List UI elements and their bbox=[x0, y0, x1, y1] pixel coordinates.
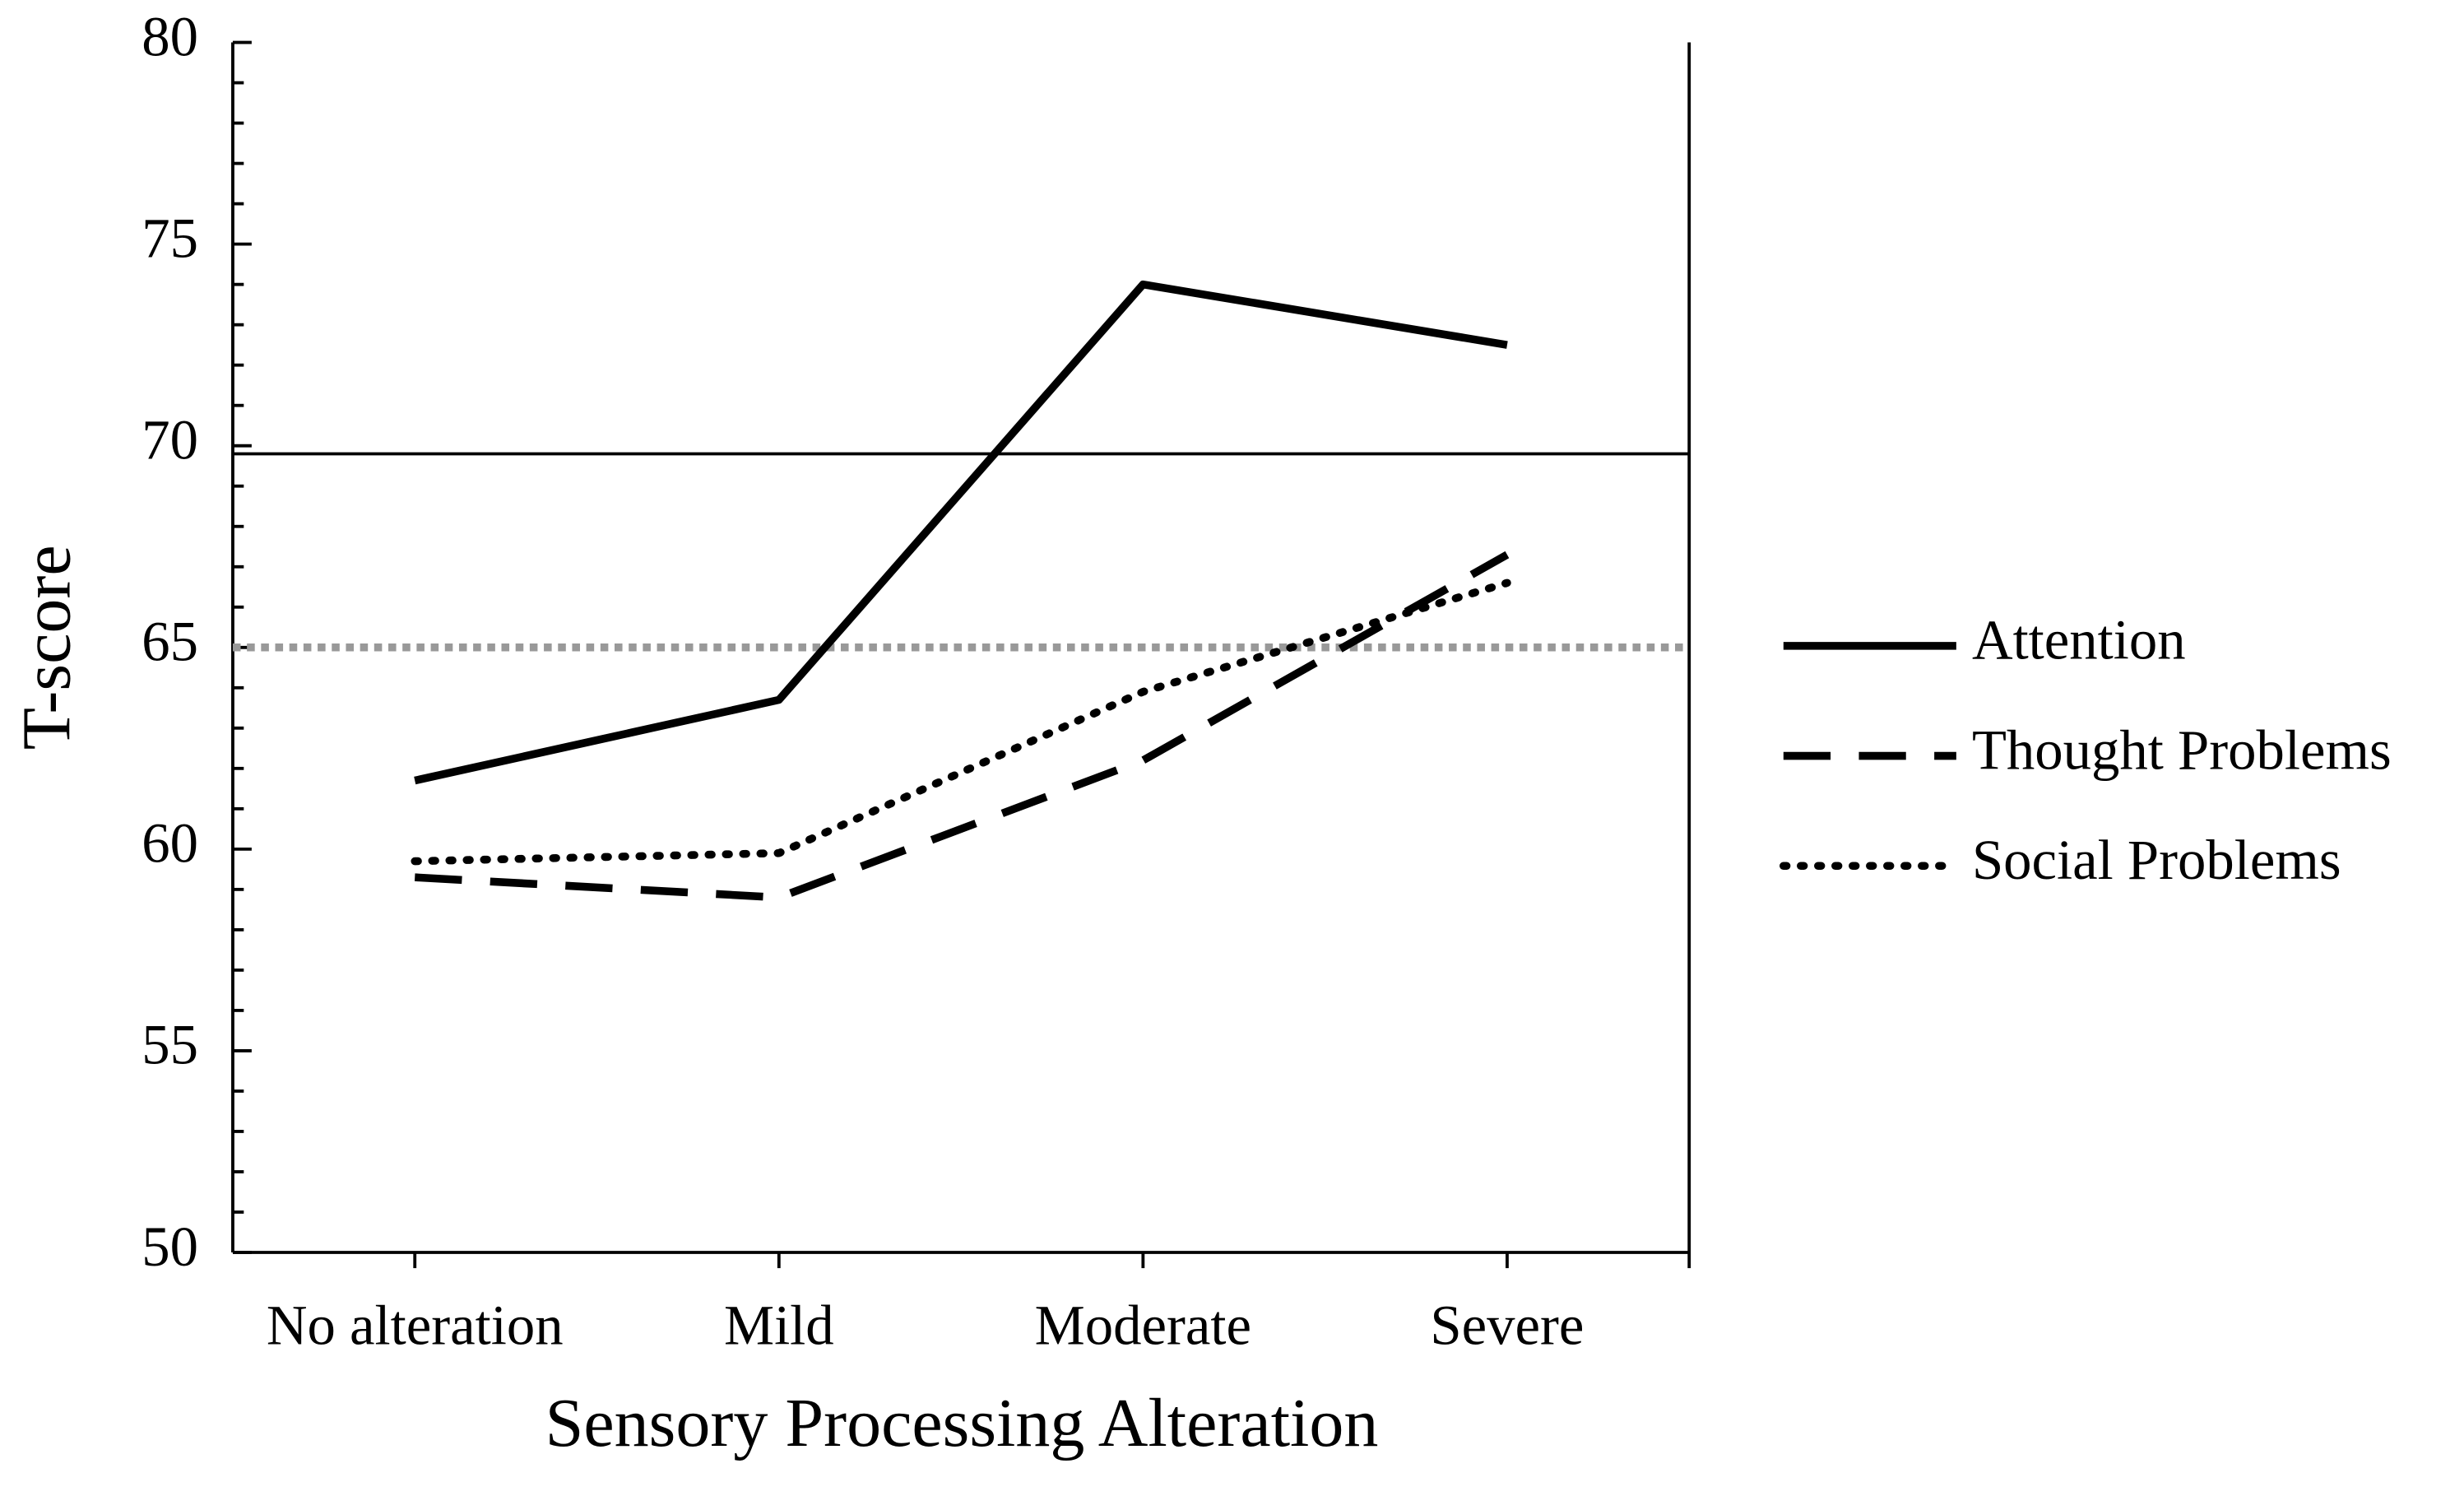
legend-label: Thought Problems bbox=[1972, 718, 2392, 781]
series-line bbox=[411, 578, 1511, 866]
y-axis-title: T-score bbox=[9, 545, 86, 750]
y-tick-label: 75 bbox=[142, 207, 198, 269]
y-tick-label: 60 bbox=[142, 812, 198, 875]
y-tick-label: 50 bbox=[142, 1215, 198, 1278]
series-line bbox=[414, 551, 1510, 902]
x-tick-label: Moderate bbox=[1035, 1294, 1251, 1356]
x-tick-label: Severe bbox=[1430, 1294, 1584, 1356]
x-axis-title: Sensory Processing Alteration bbox=[545, 1385, 1379, 1461]
y-tick-label: 80 bbox=[142, 5, 198, 67]
legend-label: Attention bbox=[1972, 609, 2186, 671]
x-tick-label: Mild bbox=[724, 1294, 834, 1356]
y-tick-label: 55 bbox=[142, 1014, 198, 1076]
y-tick-label: 70 bbox=[142, 408, 198, 471]
legend-label: Social Problems bbox=[1972, 829, 2341, 891]
y-tick-label: 65 bbox=[142, 611, 198, 673]
series-line bbox=[414, 280, 1508, 785]
x-tick-label: No alteration bbox=[267, 1294, 564, 1356]
